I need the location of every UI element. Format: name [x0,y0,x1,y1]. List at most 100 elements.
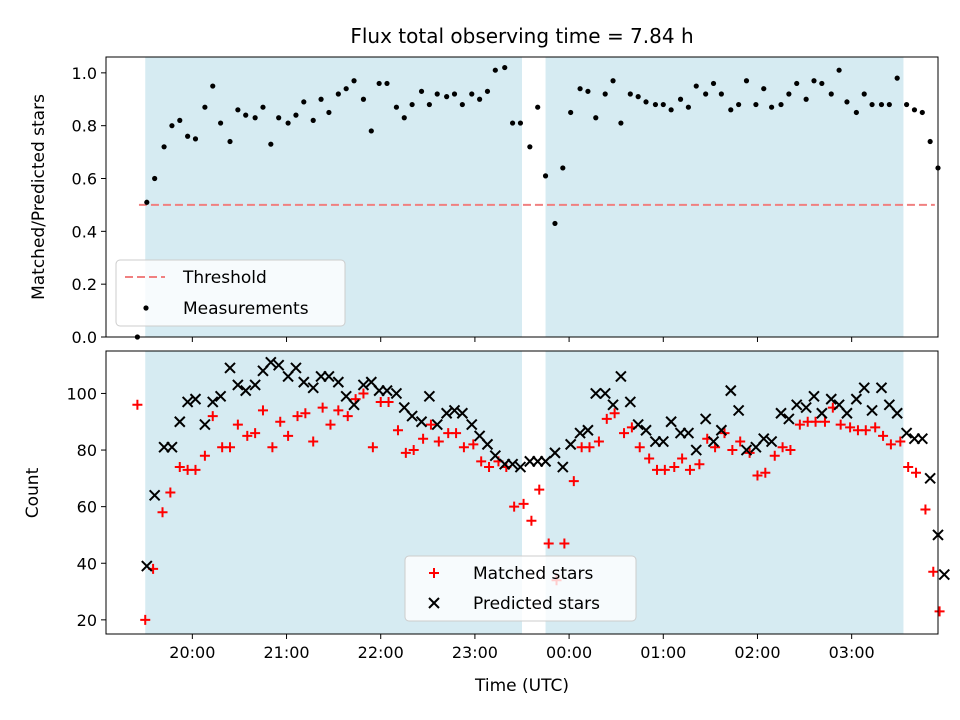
measurement-point [177,117,183,123]
measurement-point [351,78,357,84]
matched-stars-legend-label: Matched stars [473,564,593,584]
measurement-point [819,80,825,87]
matched-star-point [885,439,896,450]
matched-star-point [634,442,645,453]
measurement-point [152,175,158,182]
top-y-tick-label-1: 0.2 [72,275,97,294]
predicted-star-point [640,424,652,436]
top-y-tick-label-2: 0.4 [72,222,97,241]
measurement-point [585,88,591,94]
measurement-point [652,101,659,108]
matched-star-point [619,428,630,439]
matched-star-point [878,430,889,441]
matched-stars-legend-swatch [429,568,439,578]
top-panel: 0.0 0.2 0.4 0.6 0.8 1.0 Matched/Predicted sta… [29,56,941,347]
predicted-star-point [166,441,178,453]
predicted-star-point [740,444,753,456]
measurement-point [685,104,692,110]
measurement-point [376,80,382,87]
measurement-point [393,104,400,110]
predicted-star-point [406,410,418,422]
predicted-star-point [431,418,443,431]
measurement-point [535,104,541,110]
matched-star-point [458,442,469,453]
predicted-star-point [924,472,936,485]
measurement-point [828,91,834,97]
measurement-point [451,91,458,97]
measurement-point [761,86,767,92]
matched-star-point [810,416,821,427]
predicted-star-point [440,407,453,419]
measurement-point [185,133,191,139]
predicted-star-point [765,435,778,448]
measurement-point [911,107,918,113]
predicted-star-point [141,560,153,572]
predicted-star-point [415,416,428,428]
measurement-point [560,165,566,171]
matched-star-point [911,467,922,478]
matched-star-point [669,462,680,473]
bot-y-tick-label-4: 100 [66,384,97,403]
matched-star-point [157,507,168,518]
predicted-star-point [816,407,828,419]
measurement-point [217,120,224,126]
predicted-star-point [174,416,186,428]
predicted-star-point [590,387,602,400]
matched-star-point [232,419,243,430]
matched-stars-series [132,388,945,625]
measurement-point [444,94,450,100]
measurement-point [492,67,498,73]
measurements-legend-swatch [143,305,149,311]
top-y-tick-label-0: 0.0 [72,328,97,347]
predicted-star-point [448,404,461,417]
matched-star-point [677,453,688,464]
measurement-point [728,107,734,113]
predicted-star-point [624,396,637,408]
matched-star-point [584,442,595,453]
matched-star-point [400,447,411,458]
measurement-point [418,88,425,94]
predicted-star-point [665,416,677,428]
predicted-star-point [808,390,820,402]
matched-star-point [199,450,210,461]
x-tick-label-1: 21:00 [263,643,309,662]
measurement-point [904,101,910,108]
measurement-point [243,112,249,118]
matched-star-point [644,453,655,464]
predicted-star-point [938,568,950,581]
matched-star-point [317,402,328,413]
matched-star-point [325,419,336,430]
predicted-star-point [657,435,669,448]
measurement-point [268,141,274,147]
x-tick-label-2: 22:00 [358,643,404,662]
measurement-point [409,101,415,108]
predicted-star-point [390,387,403,400]
matched-star-point [694,459,705,470]
measurement-point [210,83,216,89]
measurement-point [577,86,583,92]
predicted-star-point [557,461,569,473]
predicted-stars-legend-label: Predicted stars [473,594,600,614]
measurement-point [384,80,390,87]
measurement-point [426,101,432,108]
chart-title: Flux total observing time = 7.84 h [350,24,693,48]
predicted-stars-legend-swatch [428,597,440,609]
predicted-star-point [564,438,577,451]
predicted-star-point [323,370,335,383]
measurement-point [803,96,809,102]
measurement-point [252,115,258,121]
matched-star-point [242,430,253,441]
measurement-point [144,199,150,205]
matched-star-point [895,436,906,447]
measurement-point [861,91,867,97]
matched-star-point [358,388,369,399]
predicted-star-point [574,427,586,439]
predicted-star-point [539,455,552,468]
matched-star-point [860,425,871,436]
matched-star-point [308,436,319,447]
measurement-point [878,101,885,108]
measurement-point [368,128,374,134]
matched-star-point [526,515,537,526]
matched-star-point [190,464,201,475]
predicted-star-point [207,396,219,408]
